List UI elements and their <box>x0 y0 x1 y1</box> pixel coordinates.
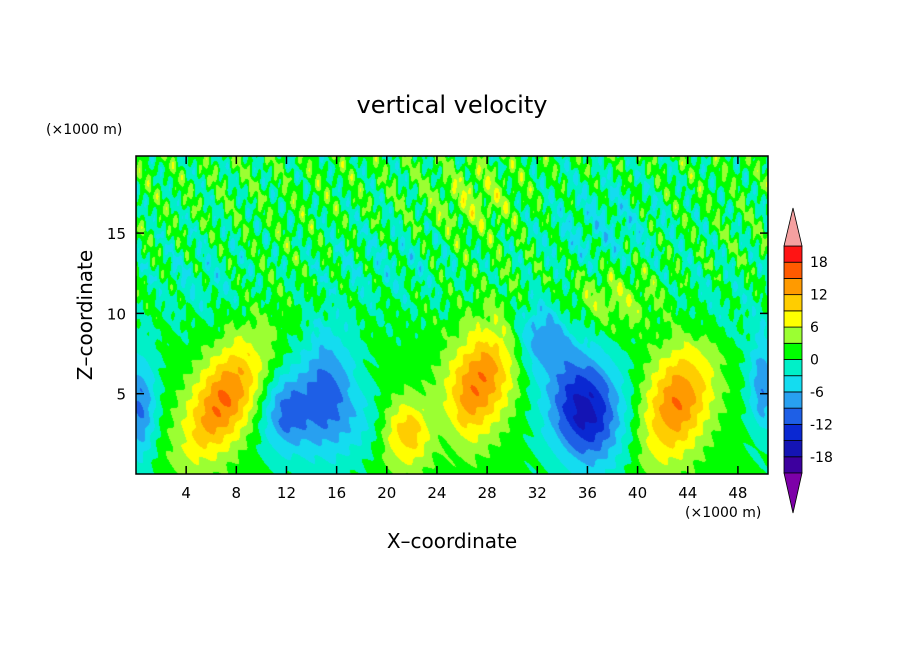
x-axis: 4 8 12 16 20 24 28 32 36 40 44 48 <box>181 156 747 502</box>
colorbar-band <box>783 391 803 409</box>
colorbar-tick-label: -6 <box>810 385 824 401</box>
y-axis-label: Z–coordinate <box>73 250 97 380</box>
y-axis: 5 10 15 <box>107 225 768 404</box>
colorbar-band <box>783 456 803 474</box>
y-tick-label: 10 <box>107 305 126 323</box>
y-tick-label: 15 <box>107 225 126 243</box>
colorbar-band <box>783 261 803 279</box>
x-tick-label: 4 <box>181 484 191 502</box>
colorbar-band <box>783 423 803 441</box>
colorbar-band <box>783 440 803 458</box>
colorbar-band <box>783 245 803 263</box>
colorbar-min-triangle <box>783 472 803 514</box>
colorbar-max-triangle <box>783 207 803 247</box>
colorbar-band <box>783 326 803 344</box>
x-tick-label: 32 <box>528 484 547 502</box>
colorbar-tick-label: -18 <box>810 450 833 466</box>
x-tick-label: 48 <box>728 484 747 502</box>
x-tick-label: 40 <box>628 484 647 502</box>
colorbar-band <box>783 294 803 312</box>
x-tick-label: 16 <box>327 484 346 502</box>
x-tick-label: 44 <box>678 484 697 502</box>
y-unit-label: (×1000 m) <box>46 122 122 138</box>
x-tick-label: 36 <box>578 484 597 502</box>
x-tick-label: 8 <box>232 484 242 502</box>
colorbar: 18 12 6 0 -6 -12 -18 <box>783 207 833 514</box>
x-tick-label: 24 <box>427 484 446 502</box>
x-unit-label: (×1000 m) <box>685 505 761 521</box>
colorbar-band <box>783 375 803 393</box>
plot-frame <box>135 155 769 475</box>
x-tick-label: 20 <box>377 484 396 502</box>
colorbar-tick-label: 12 <box>810 288 828 304</box>
colorbar-tick-label: -12 <box>810 417 833 433</box>
colorbar-tick-label: 0 <box>810 353 819 369</box>
y-tick-label: 5 <box>116 386 126 404</box>
colorbar-band <box>783 278 803 296</box>
colorbar-tick-label: 6 <box>810 320 819 336</box>
colorbar-band <box>783 407 803 425</box>
colorbar-band <box>783 342 803 360</box>
x-axis-label: X–coordinate <box>387 529 517 553</box>
plot-area <box>135 155 769 475</box>
x-tick-label: 12 <box>277 484 296 502</box>
colorbar-band <box>783 310 803 328</box>
colorbar-band <box>783 359 803 377</box>
colorbar-tick-label: 18 <box>810 255 828 271</box>
chart-title: vertical velocity <box>357 91 548 119</box>
contour-field <box>136 156 768 474</box>
x-tick-label: 28 <box>478 484 497 502</box>
